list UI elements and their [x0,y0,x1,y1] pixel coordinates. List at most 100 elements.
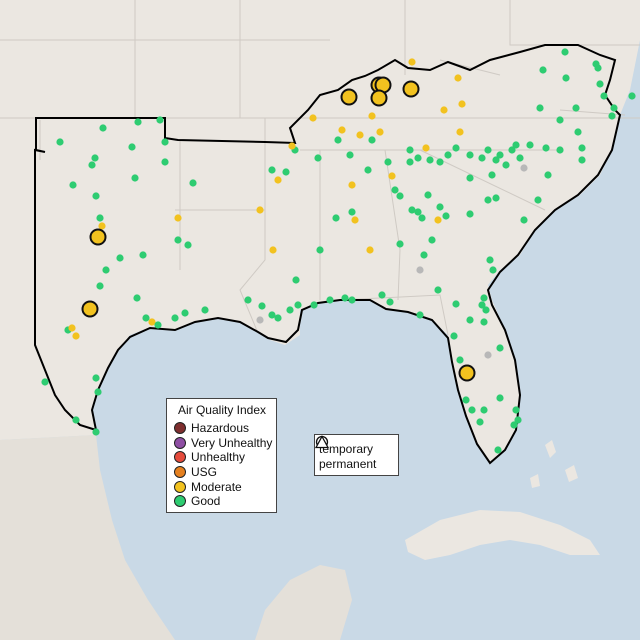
monitor-marker[interactable] [274,314,282,322]
monitor-marker[interactable] [96,214,104,222]
monitor-marker[interactable] [391,186,399,194]
monitor-marker[interactable] [436,203,444,211]
monitor-marker[interactable] [68,324,76,332]
monitor-marker[interactable] [452,144,460,152]
monitor-marker[interactable] [72,416,80,424]
monitor-marker[interactable] [99,124,107,132]
monitor-marker[interactable] [414,154,422,162]
monitor-marker[interactable] [422,144,430,152]
monitor-marker[interactable] [574,128,582,136]
monitor-marker[interactable] [396,192,404,200]
monitor-marker[interactable] [314,154,322,162]
monitor-marker[interactable] [534,196,542,204]
monitor-marker[interactable] [428,236,436,244]
monitor-marker[interactable] [526,141,534,149]
monitor-marker[interactable] [510,421,518,429]
monitor-marker[interactable] [594,64,602,72]
monitor-marker[interactable] [244,296,252,304]
monitor-marker[interactable] [468,406,476,414]
monitor-marker[interactable] [184,241,192,249]
monitor-marker[interactable] [269,246,277,254]
monitor-marker[interactable] [268,166,276,174]
monitor-marker[interactable] [508,146,516,154]
monitor-marker[interactable] [341,294,349,302]
monitor-marker[interactable] [156,116,164,124]
monitor-marker[interactable] [492,156,500,164]
monitor-marker[interactable] [480,318,488,326]
monitor-marker[interactable] [502,161,510,169]
monitor-marker[interactable] [171,314,179,322]
monitor-marker[interactable] [561,48,569,56]
monitor-marker[interactable] [492,194,500,202]
monitor-marker[interactable] [562,74,570,82]
monitor-marker[interactable] [536,104,544,112]
monitor-marker[interactable] [484,351,492,359]
monitor-marker[interactable] [142,314,150,322]
monitor-marker[interactable] [133,294,141,302]
monitor-marker[interactable] [351,216,359,224]
monitor-marker[interactable] [282,168,290,176]
monitor-marker[interactable] [376,128,384,136]
monitor-marker[interactable] [256,206,264,214]
monitor-marker[interactable] [134,118,142,126]
monitor-marker[interactable] [88,161,96,169]
monitor-marker[interactable] [442,212,450,220]
monitor-marker[interactable] [420,251,428,259]
monitor-marker[interactable] [458,364,476,382]
monitor-marker[interactable] [288,142,296,150]
monitor-marker[interactable] [488,171,496,179]
monitor-marker[interactable] [348,208,356,216]
monitor-marker[interactable] [514,416,522,424]
monitor-marker[interactable] [608,112,616,120]
monitor-marker[interactable] [494,446,502,454]
monitor-marker[interactable] [92,374,100,382]
monitor-marker[interactable] [476,418,484,426]
monitor-marker[interactable] [256,316,264,324]
monitor-marker[interactable] [41,378,49,386]
monitor-marker[interactable] [556,116,564,124]
monitor-marker[interactable] [56,138,64,146]
monitor-marker[interactable] [466,210,474,218]
monitor-marker[interactable] [161,158,169,166]
monitor-marker[interactable] [462,396,470,404]
monitor-marker[interactable] [402,80,420,98]
monitor-marker[interactable] [440,106,448,114]
monitor-marker[interactable] [294,301,302,309]
monitor-marker[interactable] [466,316,474,324]
monitor-marker[interactable] [366,246,374,254]
monitor-marker[interactable] [316,246,324,254]
monitor-marker[interactable] [154,321,162,329]
monitor-marker[interactable] [478,154,486,162]
monitor-marker[interactable] [544,171,552,179]
monitor-marker[interactable] [388,172,396,180]
monitor-marker[interactable] [414,208,422,216]
monitor-marker[interactable] [406,158,414,166]
monitor-marker[interactable] [458,100,466,108]
monitor-marker[interactable] [368,112,376,120]
monitor-marker[interactable] [542,144,550,152]
monitor-marker[interactable] [578,144,586,152]
monitor-marker[interactable] [434,216,442,224]
monitor-marker[interactable] [496,394,504,402]
monitor-marker[interactable] [286,306,294,314]
monitor-marker[interactable] [556,146,564,154]
monitor-marker[interactable] [346,151,354,159]
monitor-marker[interactable] [326,296,334,304]
monitor-marker[interactable] [72,332,80,340]
monitor-marker[interactable] [484,146,492,154]
monitor-marker[interactable] [91,154,99,162]
monitor-marker[interactable] [370,89,388,107]
monitor-marker[interactable] [396,240,404,248]
monitor-marker[interactable] [201,306,209,314]
monitor-marker[interactable] [92,192,100,200]
monitor-marker[interactable] [520,164,528,172]
monitor-marker[interactable] [386,298,394,306]
monitor-marker[interactable] [452,300,460,308]
monitor-marker[interactable] [466,174,474,182]
monitor-marker[interactable] [512,141,520,149]
monitor-marker[interactable] [174,236,182,244]
monitor-marker[interactable] [340,88,358,106]
monitor-marker[interactable] [94,388,102,396]
monitor-marker[interactable] [408,58,416,66]
monitor-marker[interactable] [434,286,442,294]
